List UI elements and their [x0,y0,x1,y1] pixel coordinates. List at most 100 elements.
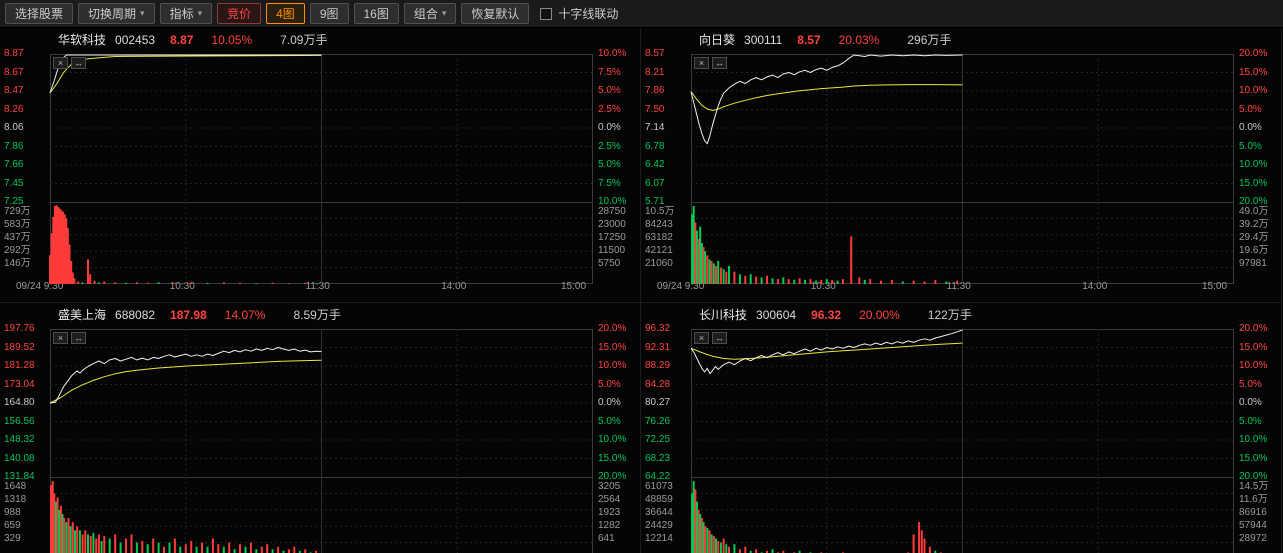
volume-axis-label-left: 42121 [645,245,673,256]
chevron-down-icon: ▾ [197,8,203,18]
volume-bar [56,497,59,553]
volume-bar [738,274,741,284]
toolbar-button-auction[interactable]: 竞价 [217,3,262,24]
volume-bar [69,526,72,553]
volume-axis-label-right: 23000 [598,219,626,230]
time-axis-label: 10:30 [169,281,195,292]
expand-icon[interactable]: ↔ [712,332,727,344]
pct-axis-label: 20.0% [1239,196,1268,207]
toolbar-button-select-stock[interactable]: 选择股票 [5,3,74,24]
volume-bar [92,532,95,553]
volume-bar [73,278,76,284]
toolbar-button-grid-4[interactable]: 4图 [266,3,305,24]
volume-bar [50,233,53,284]
stock-change-pct: 14.07% [224,308,266,322]
volume-chart [50,477,593,553]
average-price-line [690,84,963,111]
volume-bar [858,277,861,284]
pct-axis-label: 10.0% [1239,360,1268,371]
volume-axis-label-left: 10.5万 [645,206,675,217]
price-axis-label: 148.32 [4,434,35,445]
volume-bar [699,226,702,284]
price-chart [49,329,593,477]
volume-axis-label-right: 2564 [598,494,621,505]
volume-bar [222,282,225,284]
volume-bar [912,534,915,553]
toolbar-button-label: 组合 [413,7,438,21]
expand-icon[interactable]: ↔ [71,57,86,69]
pct-axis-label: 0.0% [1239,122,1262,133]
volume-bar [228,542,231,553]
volume-bar [108,538,111,553]
stock-volume: 8.59万手 [293,308,341,322]
volume-chart [691,202,1234,284]
close-icon[interactable]: × [53,332,68,344]
expand-icon[interactable]: ↔ [712,57,727,69]
price-chart [690,329,1234,477]
volume-bar [55,205,58,284]
close-icon[interactable]: × [694,332,709,344]
volume-bar [125,538,127,553]
toolbar-button-combo[interactable]: 组合 ▾ [403,3,457,24]
checkbox-icon[interactable] [540,7,553,20]
volume-bar [277,546,280,553]
volume-bar [923,281,926,284]
volume-bar [70,261,73,284]
time-axis-label: 09/24 9:30 [16,281,64,292]
volume-bar [708,259,711,284]
volume-bar [804,279,806,284]
price-axis-label: 6.78 [645,140,665,152]
time-axis-label: 15:00 [1202,281,1228,292]
close-icon[interactable]: × [53,57,68,69]
toolbar-button-restore-default[interactable]: 恢复默认 [461,3,530,24]
time-axis-label: 09/24 9:30 [657,281,705,292]
volume-bar [62,211,64,284]
volume-axis-label-left: 12214 [645,533,673,544]
volume-bar [700,518,703,553]
pct-axis-label: 15.0% [1239,341,1268,353]
stock-name: 长川科技 [699,308,748,322]
pct-axis-label: 5.0% [598,378,621,390]
volume-axis-label-left: 84243 [645,219,673,230]
volume-bar [836,280,839,284]
volume-bar [271,282,274,284]
volume-bar [114,282,117,284]
volume-bar [97,534,100,553]
volume-bar [51,481,54,553]
volume-axis-label-left: 437万 [4,232,31,243]
average-price-line [690,342,963,360]
volume-bar [719,267,722,284]
toolbar-button-grid-9[interactable]: 9图 [309,3,349,24]
volume-bar [146,282,149,284]
volume-bar [744,275,747,284]
volume-bar [694,222,697,284]
volume-bar [700,243,703,284]
volume-bar [87,534,89,553]
volume-bar [74,530,76,553]
toolbar-button-indicator[interactable]: 指标 ▾ [159,3,213,24]
crosshair-link-toggle[interactable]: 十字线联动 [540,5,618,22]
volume-bar [776,279,779,284]
price-axis-label: 96.32 [645,323,671,334]
volume-axis-label-right: 14.5万 [1239,481,1269,492]
close-icon[interactable]: × [694,57,709,69]
toolbar-button-label: 恢复默认 [471,7,520,21]
volume-axis-label-left: 1648 [4,481,27,492]
volume-bar [255,549,258,553]
pct-axis-label: 20.0% [1239,471,1268,482]
volume-axis-label-right: 86916 [1239,507,1267,518]
volume-axis-label-right: 49.0万 [1239,206,1269,217]
expand-icon[interactable]: ↔ [71,332,86,344]
toolbar-button-grid-16[interactable]: 16图 [353,3,399,24]
price-axis-label: 173.04 [4,378,35,390]
price-axis-label: 8.06 [4,122,24,133]
volume-bar [766,275,768,284]
volume-bar [103,536,106,553]
volume-bar [271,549,274,553]
price-axis-label: 140.08 [4,452,35,464]
toolbar-button-switch-period[interactable]: 切换周期 ▾ [78,3,155,24]
volume-axis-label-right: 1282 [598,520,621,531]
volume-bar [298,550,301,553]
volume-bar [744,546,747,553]
price-axis-label: 7.50 [645,103,665,115]
